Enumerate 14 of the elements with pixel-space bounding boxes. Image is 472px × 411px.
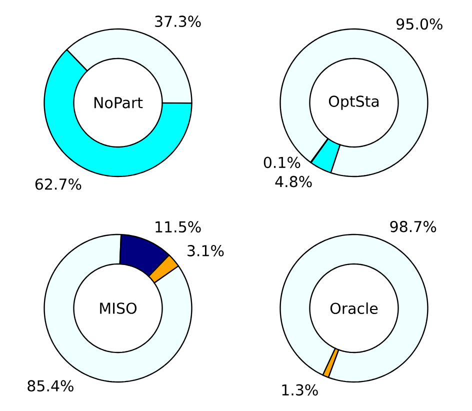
data-label: 4.8% bbox=[275, 176, 312, 188]
data-label: 3.1% bbox=[188, 244, 224, 256]
data-label: 1.3% bbox=[282, 384, 318, 396]
text: MISO bbox=[100, 302, 137, 314]
data-label: 95.0% bbox=[396, 18, 442, 30]
data-label: 11.5% bbox=[156, 221, 201, 233]
data-label: 0.1% bbox=[264, 156, 300, 168]
data-label: 85.4% bbox=[28, 380, 74, 392]
data-label: 62.7% bbox=[35, 178, 82, 190]
text: Oracle bbox=[330, 302, 378, 314]
data-label: 98.7% bbox=[390, 220, 436, 232]
data-label: 37.3% bbox=[155, 16, 201, 28]
text: OptSta bbox=[328, 96, 379, 110]
text: NoPart bbox=[94, 97, 143, 108]
